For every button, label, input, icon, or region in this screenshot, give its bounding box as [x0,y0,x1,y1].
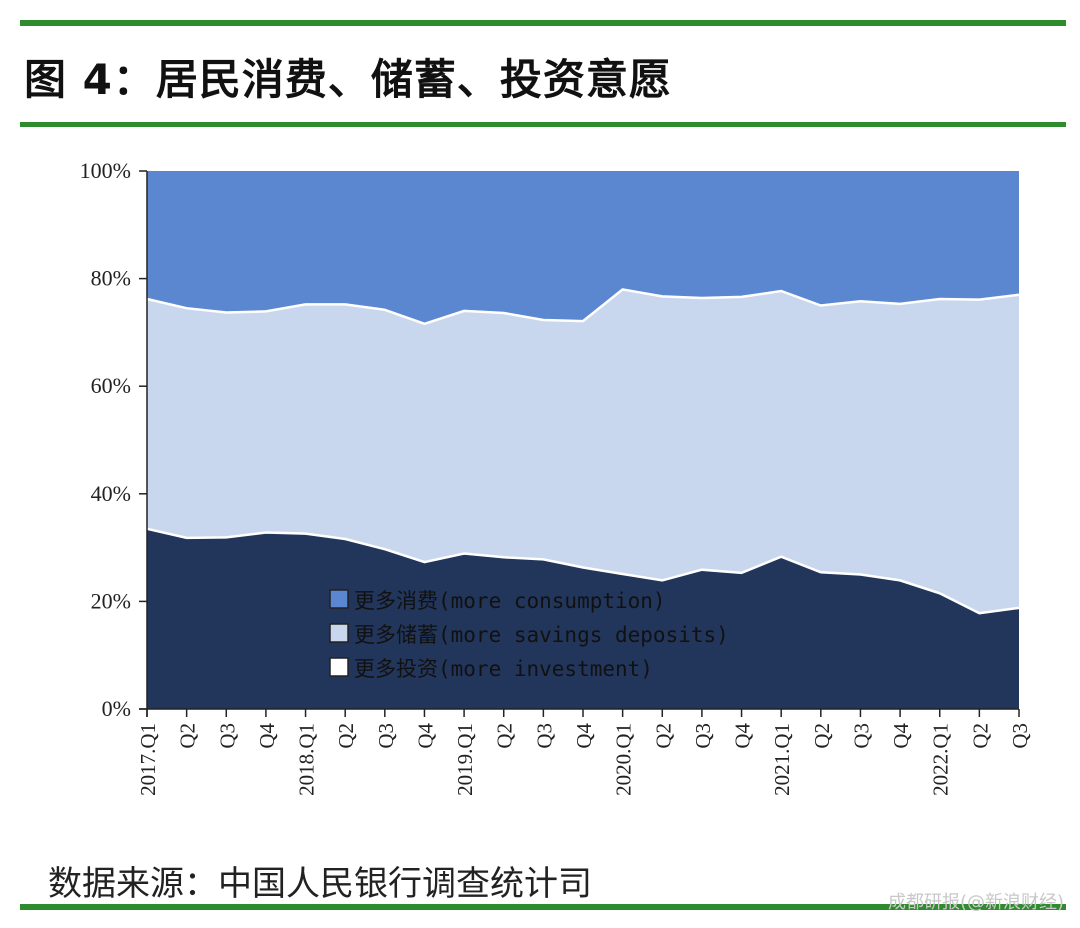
source-note: 数据来源：中国人民银行调查统计司 [48,864,592,904]
x-tick-label: Q2 [651,723,675,749]
title-rule [20,122,1066,127]
x-tick-label: 2020.Q1 [612,723,636,796]
x-tick-label: Q2 [968,723,992,749]
y-tick-label: 20% [91,588,131,613]
x-tick-label: Q3 [691,723,715,749]
x-tick-label: Q4 [572,723,596,749]
x-tick-label: Q4 [731,723,755,749]
series-area-investment [147,528,1019,709]
x-tick-label: Q4 [889,723,913,749]
series-boundary-savings [146,288,1020,326]
y-tick-label: 100% [80,158,131,183]
x-tick-label: Q2 [176,723,200,749]
legend-swatch-investment [329,657,349,677]
x-tick-label: 2021.Q1 [770,723,794,796]
legend-swatch-savings [329,623,349,643]
x-tick-label: Q2 [334,723,358,749]
series-area-savings [147,289,1019,614]
series-boundary-investment [146,527,1020,615]
x-tick-label: Q3 [215,723,239,749]
series-area-consumption [147,171,1019,324]
x-tick-label: Q3 [849,723,873,749]
x-tick-label: Q3 [532,723,556,749]
x-tick-label: 2022.Q1 [929,723,953,796]
x-tick-label: Q3 [1008,723,1032,749]
y-tick-label: 60% [91,373,131,398]
x-tick-label: Q4 [255,723,279,749]
legend-label-savings: 更多储蓄(more savings deposits) [354,623,729,647]
x-tick-label: 2017.Q1 [136,723,160,796]
y-tick-label: 80% [91,266,131,291]
legend-label-investment: 更多投资(more investment) [354,657,653,681]
figure-title: 图 4：居民消费、储蓄、投资意愿 [24,55,672,104]
x-tick-label: Q4 [413,723,437,749]
x-tick-label: Q2 [493,723,517,749]
x-tick-label: 2019.Q1 [453,723,477,796]
watermark: 成都研报(@新浪财经) [887,892,1064,913]
bottom-rule [20,904,1066,910]
legend-swatch-consumption [329,589,349,609]
y-tick-label: 0% [102,696,131,721]
x-tick-label: Q3 [374,723,398,749]
top-rule [20,20,1066,26]
legend-label-consumption: 更多消费(more consumption) [354,589,666,613]
y-tick-label: 40% [91,481,131,506]
x-tick-label: 2018.Q1 [295,723,319,796]
x-tick-label: Q2 [810,723,834,749]
